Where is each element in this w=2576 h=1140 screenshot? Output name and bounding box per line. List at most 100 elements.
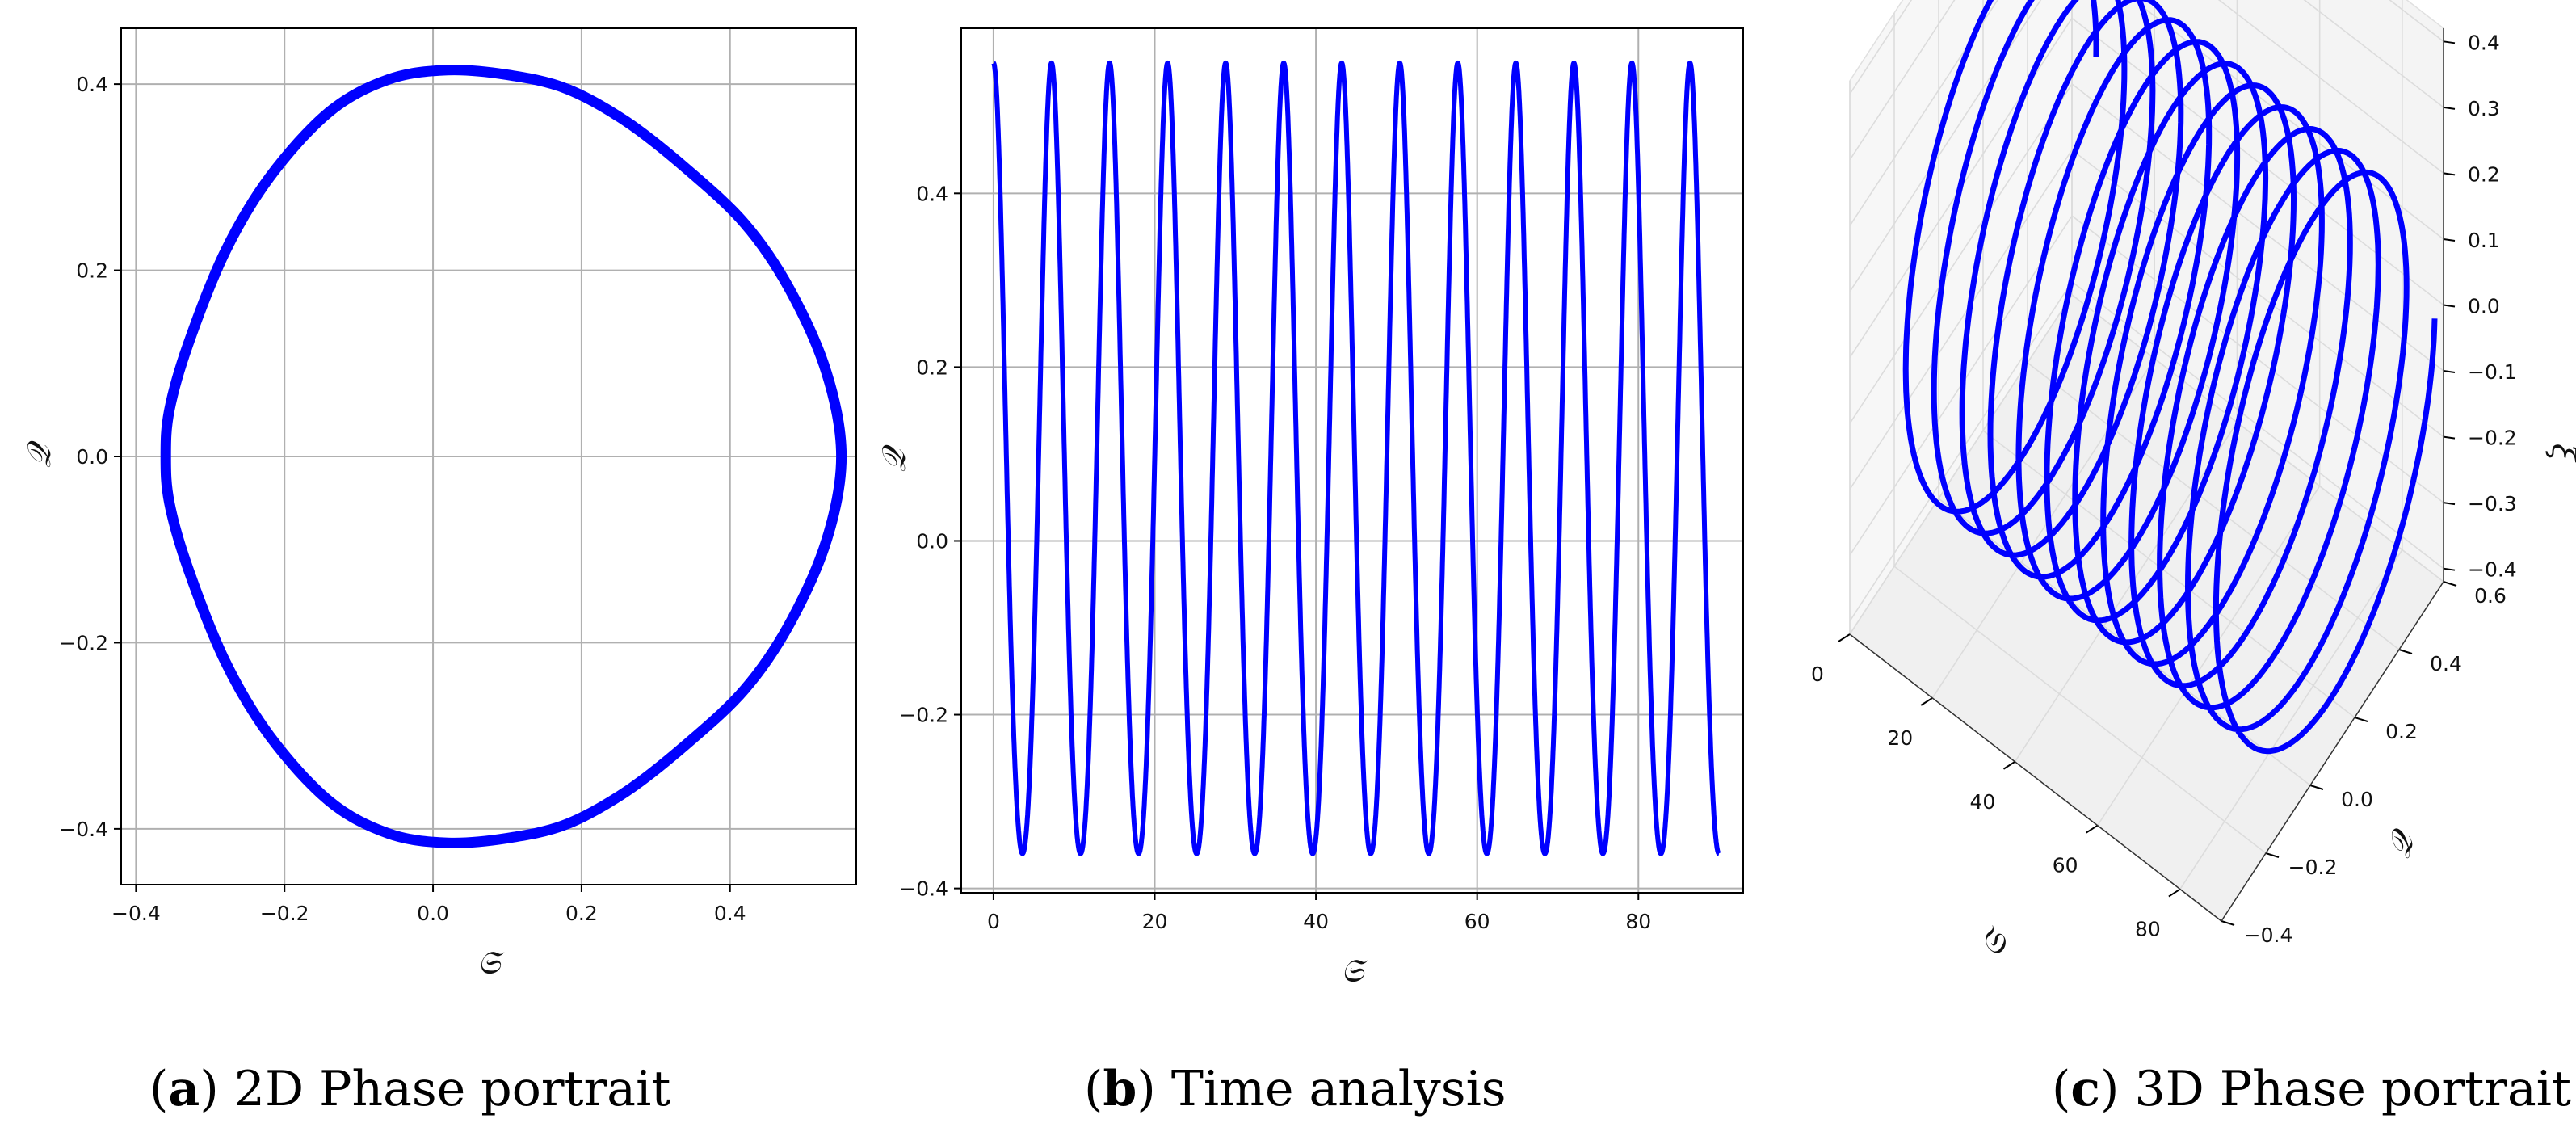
x-axis-label: 𝔖: [477, 944, 505, 982]
z-tick: [2443, 435, 2456, 440]
z-tick: [2443, 106, 2456, 110]
side-gridline: [2217, 0, 2444, 175]
back-gridline: [1849, 0, 1998, 226]
floor-gridline: [2179, 549, 2403, 890]
side-gridline: [2303, 0, 2444, 108]
x-tick-label: 40: [1303, 910, 1329, 933]
x-tick-label: 0: [987, 910, 1000, 933]
data-curve: [160, 65, 847, 848]
z-tick-label: 0.3: [2468, 97, 2500, 120]
x-tick-label: 80: [2135, 918, 2161, 941]
z-tick-label: −0.3: [2468, 492, 2517, 515]
caption-a-text: ) 2D Phase portrait: [200, 1061, 670, 1117]
x-tick-label: −0.4: [111, 902, 161, 925]
y-tick-label: −0.2: [2288, 856, 2338, 879]
x-tick: [2086, 824, 2099, 834]
y-tick-label: 0.0: [916, 529, 948, 553]
y-axis-line: [2221, 581, 2444, 922]
y-tick: [2309, 785, 2324, 790]
caption-b-letter: b: [1103, 1061, 1137, 1117]
y-tick: [2265, 852, 2280, 858]
y-tick-label: 0.4: [916, 182, 948, 205]
y-tick: [2398, 649, 2413, 654]
y-tick-label: 0.2: [2385, 720, 2418, 743]
floor-gridline: [1849, 294, 2073, 635]
panel-b-time-analysis: 0 20 40 60 80 −0.4 −0.2 0.0 0.2 0.4 𝔖 𝒬: [876, 27, 1744, 990]
z-tick: [2443, 172, 2456, 176]
back-gridline: [1849, 0, 1913, 95]
y-tick-label: −0.2: [59, 631, 108, 654]
z-tick: [2443, 567, 2456, 571]
z-axis-label: ξ: [2544, 444, 2576, 463]
y-tick-label: 0.6: [2474, 584, 2507, 608]
y-tick-label: −0.4: [2244, 923, 2293, 947]
z-tick: [2443, 502, 2456, 506]
z-tick: [2443, 238, 2456, 242]
x-axis-label: 𝔖: [1341, 953, 1368, 990]
z-tick-label: 0.0: [2468, 295, 2500, 318]
x-tick: [1838, 633, 1851, 642]
y-tick-label: 0.4: [2430, 652, 2462, 675]
caption-c-text: ) 3D Phase portrait: [2100, 1061, 2571, 1117]
x-tick: [1920, 697, 1933, 706]
side-gridline: [2071, 17, 2444, 306]
back-gridline: [1849, 83, 2073, 424]
y-tick-label: 0.0: [2341, 788, 2373, 811]
caption-a: (a) 2D Phase portrait: [149, 1061, 670, 1117]
caption-b-text: ) Time analysis: [1137, 1061, 1506, 1117]
y-tick: [2354, 717, 2368, 722]
z-tick: [2443, 40, 2456, 44]
x-tick-label: 0.4: [714, 902, 746, 925]
floor-gridline: [2027, 362, 2400, 650]
z-tick-label: −0.2: [2468, 427, 2517, 450]
y-tick-label: −0.4: [59, 818, 108, 841]
z-tick: [2443, 304, 2456, 308]
y-tick-label: 0.0: [76, 445, 108, 469]
x-tick-label: 0: [1811, 663, 1824, 686]
y-axis-label: 𝒬: [21, 440, 58, 468]
back-gridline: [1849, 0, 1956, 161]
y-tick-label: 0.2: [916, 355, 948, 379]
y-tick: [2443, 581, 2457, 587]
data-curve-3d: [1902, 0, 2438, 755]
x-tick-label: 20: [1142, 910, 1168, 933]
panel-a-2d-phase-portrait: −0.4 −0.2 0.0 0.2 0.4 −0.4 −0.2 0.0 0.2 0.4 𝔖 𝒬: [21, 27, 857, 982]
y-tick: [2221, 920, 2235, 926]
y-tick-label: 0.2: [76, 259, 108, 283]
x-tick-label: 20: [1887, 726, 1913, 750]
data-curve: [991, 61, 1721, 856]
x-tick-label: 60: [1464, 910, 1490, 933]
floor-gridline: [2096, 486, 2321, 827]
z-tick-label: 0.2: [2468, 162, 2500, 186]
x-tick-label: 0.0: [417, 902, 449, 925]
z-tick-label: 0.1: [2468, 229, 2500, 252]
side-gridline: [2071, 83, 2444, 372]
y-tick-label: 0.4: [76, 73, 108, 96]
caption-a-letter: a: [168, 1061, 200, 1117]
caption-b: (b) Time analysis: [1084, 1061, 1507, 1117]
caption-c-letter: c: [2070, 1061, 2100, 1117]
x-tick: [2002, 760, 2015, 770]
z-tick-label: 0.4: [2468, 31, 2500, 54]
z-tick-label: −0.1: [2468, 360, 2517, 384]
caption-c: (c) 3D Phase portrait: [2052, 1061, 2571, 1117]
floor-gridline: [2014, 422, 2238, 763]
x-tick-label: −0.2: [260, 902, 309, 925]
plot-frame: [960, 27, 1744, 894]
y-axis-label: 𝒬: [876, 444, 913, 472]
x-tick-label: 60: [2053, 854, 2078, 877]
x-tick-label: 40: [1970, 790, 1996, 814]
y-tick-label: −0.4: [899, 877, 948, 901]
z-tick: [2443, 370, 2456, 374]
x-axis-label: 𝔖: [1973, 921, 2019, 963]
z-tick-label: −0.4: [2468, 558, 2517, 582]
y-axis-label: 𝒬: [2381, 825, 2423, 862]
y-tick-label: −0.2: [899, 704, 948, 727]
x-tick-label: 80: [1625, 910, 1651, 933]
x-axis-line: [1849, 633, 2222, 922]
back-gridline: [1849, 149, 2073, 490]
back-gridline: [1849, 0, 2042, 292]
x-tick-label: 0.2: [565, 902, 598, 925]
